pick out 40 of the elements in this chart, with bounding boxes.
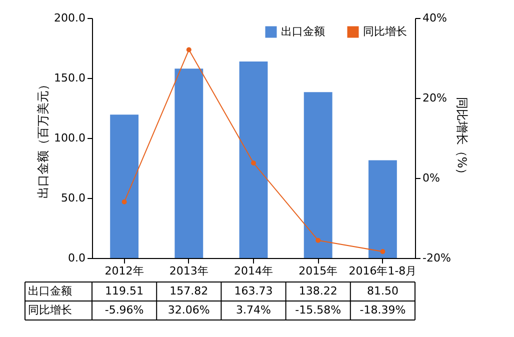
data-label: 81.50 <box>366 284 398 298</box>
y2-tick-label: -20% <box>422 252 451 264</box>
y-tick-label: 150.0 <box>54 72 86 84</box>
y-tick-label: 200.0 <box>54 12 86 24</box>
data-label: -5.96% <box>104 304 144 316</box>
x-tick-label: 2016年1-8月 <box>348 264 417 278</box>
data-label: 32.06% <box>168 304 210 316</box>
bar <box>239 62 268 258</box>
y-tick-label: 100.0 <box>54 132 86 144</box>
data-label: 163.73 <box>234 284 273 298</box>
bar <box>304 92 332 258</box>
data-label: 119.51 <box>105 284 144 298</box>
bar <box>174 68 204 258</box>
y2-tick-label: 20% <box>422 92 447 104</box>
data-label: 157.82 <box>170 284 208 298</box>
y-tick-label: 0.0 <box>68 252 86 264</box>
y-axis-title: 出口金额（百万美元） <box>36 78 50 198</box>
bar <box>368 160 397 258</box>
y2-tick-label: 0% <box>422 172 440 184</box>
data-label: -18.39% <box>360 304 406 316</box>
point <box>380 249 386 254</box>
data-label: 3.74% <box>236 304 271 316</box>
y2-tick-label: 40% <box>422 12 447 24</box>
data-label: 138.22 <box>298 284 338 298</box>
y-tick-label: 50.0 <box>61 192 86 204</box>
point <box>251 160 256 166</box>
bar <box>110 114 139 258</box>
x-tick-label: 2015年 <box>298 264 338 278</box>
x-tick-label: 2014年 <box>234 264 273 278</box>
text: 同比增长 <box>28 304 72 316</box>
legend-label: 同比增长 <box>363 25 407 38</box>
point <box>186 47 192 52</box>
text: 出口金额 <box>28 284 72 298</box>
point <box>122 199 127 204</box>
x-tick-label: 2012年 <box>104 264 144 278</box>
point <box>316 238 321 243</box>
y2-axis-title: 同比增长（%） <box>454 96 469 180</box>
x-tick-label: 2013年 <box>169 264 208 278</box>
data-label: -15.58% <box>295 304 342 316</box>
legend-label: 出口金额 <box>281 25 325 38</box>
